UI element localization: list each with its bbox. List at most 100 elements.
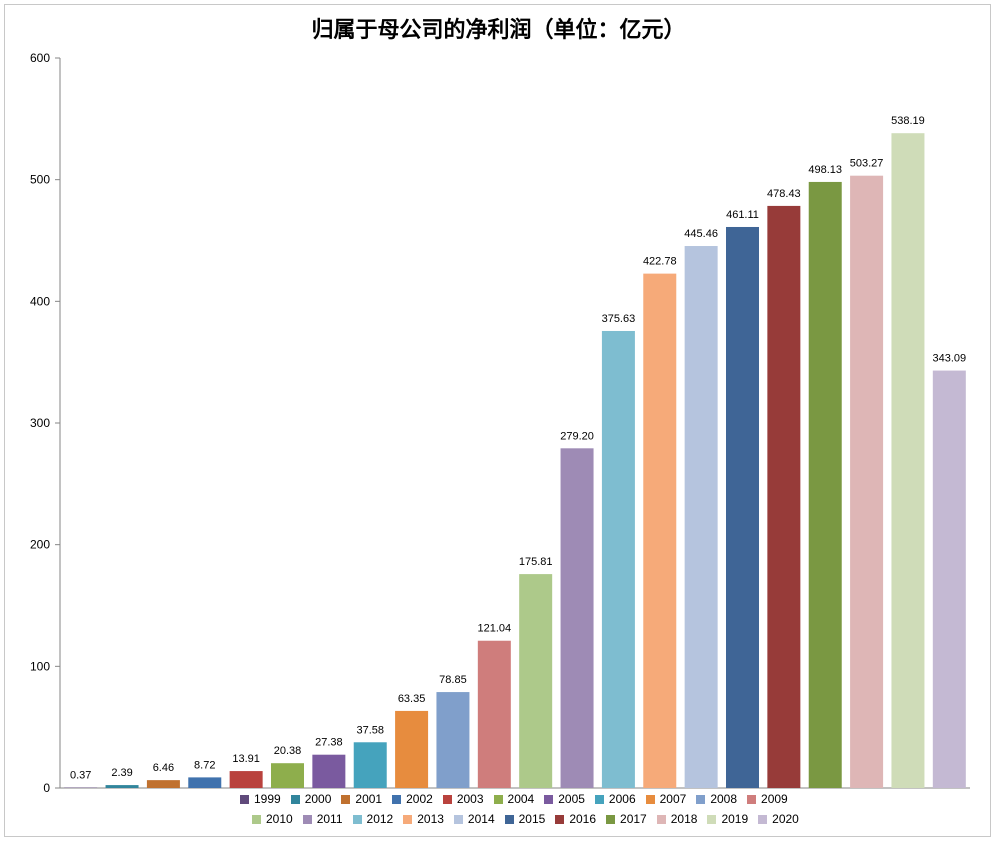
legend-item-2008: 2008 <box>696 792 737 806</box>
legend-item-2014: 2014 <box>453 812 495 826</box>
legend-swatch <box>240 794 249 804</box>
legend-swatch <box>594 794 604 804</box>
bar-2011 <box>560 448 594 788</box>
bar-2001 <box>146 780 180 788</box>
y-tick-label: 200 <box>30 538 50 552</box>
bar-2015 <box>726 226 759 789</box>
data-label-2013: 422.78 <box>643 256 677 268</box>
legend-label: 2005 <box>558 792 585 806</box>
legend-item-2002: 2002 <box>392 792 433 806</box>
bar-2014 <box>684 246 718 788</box>
legend-swatch <box>696 794 706 804</box>
data-label-2014: 445.46 <box>684 228 718 240</box>
legend-swatch <box>707 814 717 824</box>
legend-label: 2019 <box>721 812 749 826</box>
legend-item-2018: 2018 <box>656 812 698 826</box>
legend-label: 2000 <box>304 792 332 806</box>
data-label-2012: 375.63 <box>602 313 636 325</box>
data-label-2020: 343.09 <box>932 353 966 365</box>
data-label-2004: 20.38 <box>274 745 302 757</box>
bar-2020 <box>932 370 966 788</box>
legend-label: 1999 <box>254 792 281 806</box>
chart-title: 归属于母公司的净利润（单位：亿元） <box>311 17 686 43</box>
bar-2000 <box>105 785 139 788</box>
bar-2019 <box>891 133 925 788</box>
legend-item-2020: 2020 <box>758 812 799 826</box>
legend-swatch <box>758 814 768 824</box>
legend-swatch <box>747 794 757 804</box>
legend-swatch <box>606 814 616 824</box>
legend-swatch <box>403 814 413 824</box>
data-label-2005: 27.38 <box>315 737 343 749</box>
legend-item-2015: 2015 <box>504 812 546 826</box>
y-tick-label: 0 <box>43 781 50 795</box>
legend-label: 2012 <box>366 812 394 826</box>
data-label-2011: 279.20 <box>560 430 594 442</box>
bar-2004 <box>271 763 304 788</box>
y-tick-label: 300 <box>30 416 50 430</box>
legend-item-2004: 2004 <box>493 792 535 806</box>
legend-item-2001: 2001 <box>341 792 382 806</box>
legend-item-2011: 2011 <box>302 812 343 826</box>
bar-2008 <box>436 692 470 788</box>
legend-label: 2006 <box>608 792 636 806</box>
bar-2016 <box>767 205 801 788</box>
legend-label: 2018 <box>670 812 698 826</box>
bar-2003 <box>229 771 263 788</box>
data-label-2009: 121.04 <box>477 623 511 635</box>
legend-item-2007: 2007 <box>645 792 686 806</box>
legend-label: 2003 <box>456 792 484 806</box>
legend-swatch <box>493 794 503 804</box>
legend-swatch <box>453 814 463 824</box>
bar-2006 <box>353 742 387 788</box>
legend-label: 2008 <box>710 792 738 806</box>
legend-swatch <box>302 814 312 824</box>
legend-item-1999: 1999 <box>240 792 281 806</box>
legend-label: 2015 <box>518 812 546 826</box>
legend-swatch <box>504 814 514 824</box>
legend-swatch <box>555 814 565 824</box>
legend-label: 2011 <box>316 812 343 826</box>
legend-label: 2014 <box>467 812 495 826</box>
bar-2017 <box>808 181 842 788</box>
bar-2013 <box>643 273 677 788</box>
y-tick-label: 600 <box>30 51 50 65</box>
legend-item-2006: 2006 <box>594 792 636 806</box>
legend-item-2016: 2016 <box>555 812 596 826</box>
legend-item-2017: 2017 <box>606 812 647 826</box>
data-label-2015: 461.11 <box>726 209 759 221</box>
legend-item-2012: 2012 <box>352 812 394 826</box>
legend-row: 2010 2011 2012 2013 2014 2015 2016 2017 2018 2019… <box>252 809 799 829</box>
legend-item-2000: 2000 <box>290 792 332 806</box>
legend-swatch <box>645 794 655 804</box>
data-label-2003: 13.91 <box>232 753 260 765</box>
legend-item-2009: 2009 <box>747 792 788 806</box>
legend-label: 2004 <box>507 792 535 806</box>
data-label-2016: 478.43 <box>767 188 801 200</box>
legend-label: 2013 <box>417 812 444 826</box>
legend-swatch <box>252 814 261 824</box>
data-label-2017: 498.13 <box>808 164 842 176</box>
legend-label: 2009 <box>761 792 788 806</box>
legend-item-2003: 2003 <box>442 792 484 806</box>
legend-item-2013: 2013 <box>403 812 444 826</box>
data-label-2001: 6.46 <box>153 762 174 774</box>
chart-frame <box>4 4 991 837</box>
y-tick-label: 500 <box>30 173 50 187</box>
data-label-2002: 8.72 <box>194 759 215 771</box>
bar-2005 <box>312 754 346 788</box>
bar-2012 <box>601 330 635 788</box>
legend-label: 2016 <box>569 812 597 826</box>
legend-swatch <box>290 794 300 804</box>
legend-swatch <box>341 794 351 804</box>
legend-swatch <box>352 814 362 824</box>
bar-2009 <box>477 640 511 788</box>
legend-item-2019: 2019 <box>707 812 748 826</box>
legend-row: 1999 2000 2001 2002 2003 2004 2005 2006 2007 2008… <box>240 789 788 809</box>
legend-swatch <box>392 794 402 804</box>
y-tick-label: 400 <box>30 294 50 308</box>
data-label-2019: 538.19 <box>891 115 925 127</box>
data-label-2008: 78.85 <box>439 674 467 686</box>
legend-label: 2010 <box>266 812 293 826</box>
